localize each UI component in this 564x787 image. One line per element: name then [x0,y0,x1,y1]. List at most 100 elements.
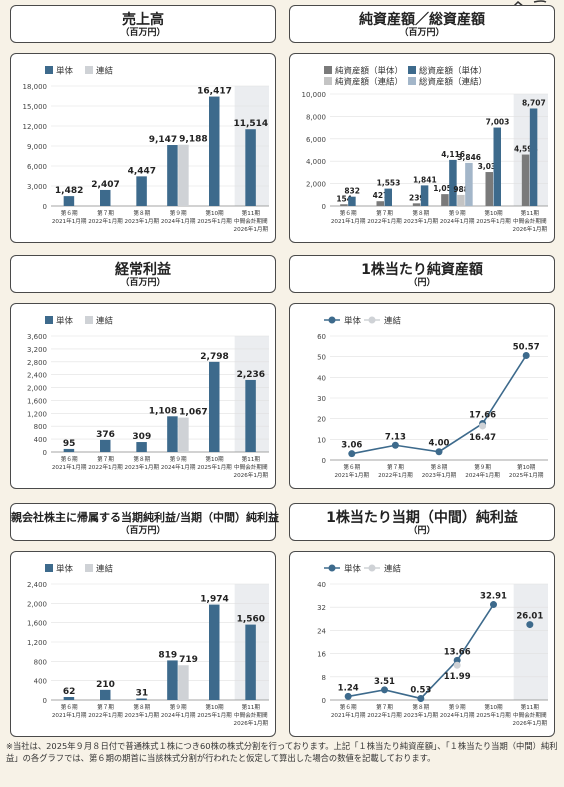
data-label: 17.66 [469,411,496,421]
data-label: 1,841 [413,175,437,184]
y-tick-label: 10 [317,436,326,444]
data-label: 7.13 [385,432,406,442]
netincome-chart-panel: 単体 連結 0 400 800 1,200 1,600 2,000 2,400 第６期 2021年1… [10,551,276,737]
data-label: 9,147 [149,135,177,145]
bar [167,145,178,206]
legend-marker [328,316,336,324]
legend-swatch [324,77,332,85]
bps-title: 1株当たり純資産額 [361,262,483,278]
x-tick-label: 第10期 [205,455,224,463]
data-label: 2,407 [91,180,119,190]
bar [100,439,111,452]
data-point [453,661,461,669]
y-tick-label: 32 [317,604,326,612]
legend-swatch [85,316,93,324]
data-point [522,351,530,359]
assets-title: 純資産額／総資産額 [359,12,485,28]
x-tick-label: 第11期 [521,209,540,217]
data-label: 0.53 [410,685,431,695]
netincome-unit: （百万円） [120,526,166,536]
y-tick-label: 30 [317,395,326,403]
y-tick-label: 0 [43,203,47,211]
legend: 単体 連結 [45,66,114,77]
data-label: 32.91 [480,592,507,602]
sales-chart: 単体 連結 0 3,000 6,000 9,000 12,000 15,000 18,000 第６… [23,66,269,233]
legend-swatch [85,564,93,572]
legend-label: 単体 [344,316,362,327]
x-tick-label: 2024年1月期 [465,471,500,479]
x-tick-label: 第９期 [449,703,466,711]
data-label: 31 [136,689,149,699]
y-tick-label: 2,000 [27,600,47,608]
x-tick-label: 中間会計期間 [234,217,268,225]
data-label: 1.24 [338,683,359,693]
data-label: 154 [336,194,352,203]
data-label: 988 [453,185,469,194]
legend-label: 連結 [384,564,402,575]
bar [485,172,493,206]
legend-label: 連結 [96,564,114,575]
x-tick-label: 2022年1月期 [88,463,123,471]
x-tick-label: 2024年1月期 [440,711,475,719]
x-tick-label: 第11期 [242,455,261,463]
x-tick-label: 2026年1月期 [513,225,548,233]
bar [245,624,256,700]
bar [493,127,501,206]
legend-label: 連結 [96,316,114,327]
eps-title: 1株当たり当期（中間）純利益 [326,510,518,526]
sales-title: 売上高 [122,12,164,28]
x-tick-label: 第10期 [484,209,503,217]
x-tick-label: 第７期 [376,703,393,711]
bar [63,448,75,452]
data-label: 832 [344,187,360,196]
data-label: 1,059 [433,184,457,193]
data-label: 8,707 [522,98,546,107]
data-label: 50.57 [513,342,540,352]
data-point [344,692,352,700]
data-label: 2,236 [237,370,265,380]
y-tick-label: 8 [322,674,326,682]
data-label: 3,033 [478,162,502,171]
data-point [417,694,425,702]
x-tick-label: 2023年1月期 [404,217,439,225]
legend: 単体 連結 [324,316,402,327]
legend-swatch [85,66,93,74]
data-point [381,686,388,694]
legend-label: 総資産額（連結） [419,77,487,88]
x-tick-label: 第10期 [484,703,503,711]
eps-chart-panel: 単体 連結 0 8 16 24 32 40 第６期 2021年1月期 第７期 2022年1月期 第８期 2… [289,551,555,737]
legend-label: 単体 [56,66,74,77]
x-tick-label: 2022年1月期 [378,471,413,479]
y-tick-label: 40 [317,374,326,382]
y-tick-label: 2,800 [27,359,47,367]
x-tick-label: 第８期 [133,209,150,217]
x-tick-label: 2023年1月期 [125,463,160,471]
bar [420,185,429,206]
data-label: 719 [179,655,198,665]
x-tick-label: 第９期 [474,463,491,471]
legend-swatch [408,77,416,85]
netincome-title: 親会社株主に帰属する当期純利益/当期（中間）純利益 [11,511,280,524]
y-tick-label: 0 [322,457,326,465]
legend-marker [368,564,376,572]
y-tick-label: 8,000 [306,113,326,121]
y-tick-label: 24 [317,627,326,635]
data-point [479,422,487,430]
legend-marker [368,316,376,324]
x-tick-label: 第11期 [242,209,261,217]
x-tick-label: 2023年1月期 [404,711,439,719]
data-label: 210 [96,680,115,690]
data-label: 376 [96,430,115,440]
data-label: 11,514 [233,119,268,129]
eps-title-box: 1株当たり当期（中間）純利益 （円） [289,503,555,541]
bar [384,188,392,206]
x-tick-label: 2024年1月期 [161,217,196,225]
data-label: 2,798 [200,352,228,362]
bar [209,604,220,700]
ordinary-chart: 単体 連結 0 400 800 1,200 1,600 2,000 2,400 2,800 3,20… [27,316,269,479]
bar [457,194,465,206]
data-label: 4.00 [429,439,450,449]
x-tick-label: 中間会計期間 [513,217,547,225]
data-label: 427 [373,191,389,200]
x-tick-label: 2021年1月期 [335,471,370,479]
